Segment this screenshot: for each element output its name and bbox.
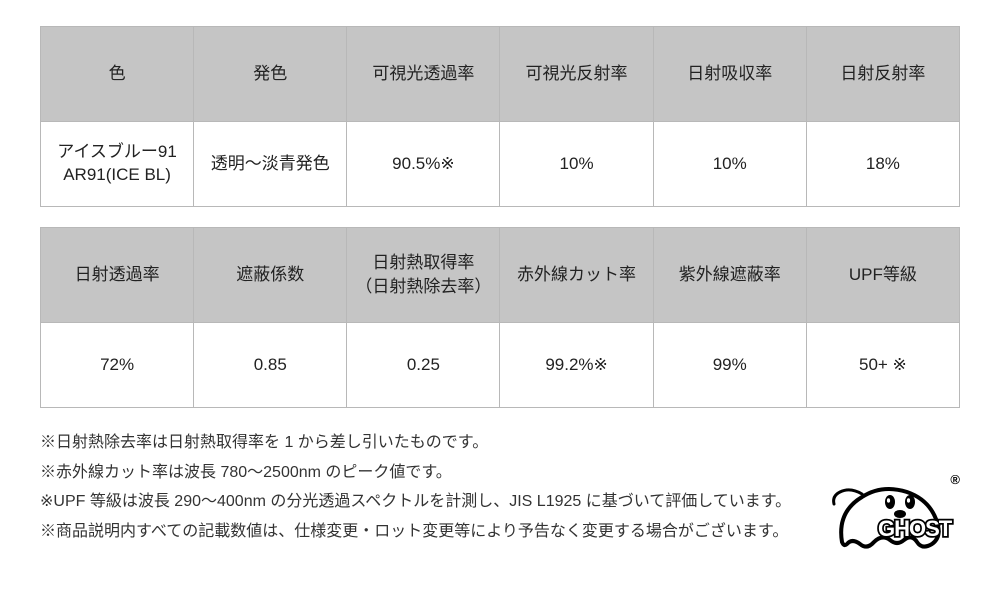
cell: 99.2%※ xyxy=(500,323,653,408)
col-header: 赤外線カット率 xyxy=(500,228,653,323)
col-header: 遮蔽係数 xyxy=(194,228,347,323)
cell: 透明〜淡青発色 xyxy=(194,122,347,207)
cell: 18% xyxy=(806,122,959,207)
cell: 10% xyxy=(500,122,653,207)
table-row: 72% 0.85 0.25 99.2%※ 99% 50+ ※ xyxy=(41,323,960,408)
cell: アイスブルー91AR91(ICE BL) xyxy=(41,122,194,207)
spec-table-2: 日射透過率 遮蔽係数 日射熱取得率（日射熱除去率） 赤外線カット率 紫外線遮蔽率… xyxy=(40,227,960,408)
logo-text: GHOST xyxy=(878,516,953,541)
col-header: 色 xyxy=(41,27,194,122)
table-header-row: 色 発色 可視光透過率 可視光反射率 日射吸収率 日射反射率 xyxy=(41,27,960,122)
cell: 50+ ※ xyxy=(806,323,959,408)
col-header: 日射透過率 xyxy=(41,228,194,323)
col-header: 可視光反射率 xyxy=(500,27,653,122)
spec-table-1: 色 発色 可視光透過率 可視光反射率 日射吸収率 日射反射率 アイスブルー91A… xyxy=(40,26,960,207)
col-header: 紫外線遮蔽率 xyxy=(653,228,806,323)
col-header: 日射反射率 xyxy=(806,27,959,122)
ghost-logo: ® GHOST xyxy=(822,472,962,552)
col-header: 発色 xyxy=(194,27,347,122)
cell: 10% xyxy=(653,122,806,207)
cell: 72% xyxy=(41,323,194,408)
table-header-row: 日射透過率 遮蔽係数 日射熱取得率（日射熱除去率） 赤外線カット率 紫外線遮蔽率… xyxy=(41,228,960,323)
ghost-icon: GHOST xyxy=(822,472,962,552)
cell: 0.85 xyxy=(194,323,347,408)
cell: 99% xyxy=(653,323,806,408)
registered-mark: ® xyxy=(950,472,960,487)
col-header: 日射吸収率 xyxy=(653,27,806,122)
cell: 90.5%※ xyxy=(347,122,500,207)
col-header: UPF等級 xyxy=(806,228,959,323)
cell: 0.25 xyxy=(347,323,500,408)
note-line: ※日射熱除去率は日射熱取得率を 1 から差し引いたものです。 xyxy=(40,428,960,458)
col-header: 日射熱取得率（日射熱除去率） xyxy=(347,228,500,323)
table-row: アイスブルー91AR91(ICE BL) 透明〜淡青発色 90.5%※ 10% … xyxy=(41,122,960,207)
col-header: 可視光透過率 xyxy=(347,27,500,122)
